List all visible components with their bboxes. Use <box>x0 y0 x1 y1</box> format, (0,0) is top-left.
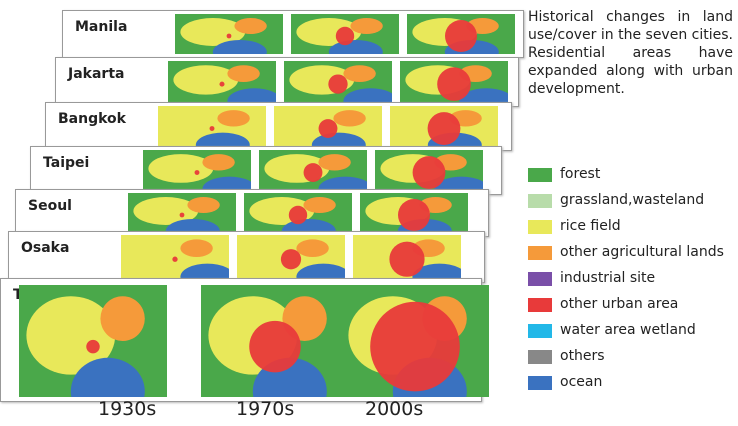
agri <box>187 197 219 213</box>
urban <box>219 82 224 87</box>
city-name: Jakarta <box>68 66 124 82</box>
fields <box>173 65 238 94</box>
legend-label: other urban area <box>560 296 678 312</box>
agri <box>333 110 365 126</box>
agri <box>350 18 382 34</box>
city-card: Osaka <box>8 231 485 283</box>
urban <box>281 249 301 269</box>
city-card: Bangkok <box>45 102 512 151</box>
urban <box>328 74 347 93</box>
urban <box>195 170 200 175</box>
urban <box>289 206 307 224</box>
urban <box>437 67 471 101</box>
map-panel <box>407 14 515 54</box>
legend-swatch <box>528 298 552 312</box>
city-name: Seoul <box>28 198 72 214</box>
legend-label: rice field <box>560 218 621 234</box>
city-card: Manila <box>62 10 524 58</box>
city-name: Bangkok <box>58 111 126 127</box>
agri <box>202 154 234 170</box>
legend-swatch <box>528 272 552 286</box>
map-panel <box>375 150 483 191</box>
map-panel <box>19 285 167 397</box>
map-panel <box>175 14 283 54</box>
legend-swatch <box>528 350 552 364</box>
period-label: 1970s <box>236 398 294 420</box>
map-panel <box>390 106 498 147</box>
legend-label: water area wetland <box>560 322 696 338</box>
urban <box>172 257 177 262</box>
map-panel <box>284 61 392 103</box>
urban <box>304 163 323 182</box>
urban <box>370 302 460 392</box>
map-panel <box>259 150 367 191</box>
map-panel <box>291 14 399 54</box>
urban <box>398 199 430 231</box>
legend-swatch <box>528 194 552 208</box>
city-name: Osaka <box>21 240 69 256</box>
urban <box>180 213 185 218</box>
legend-swatch <box>528 376 552 390</box>
urban <box>249 321 301 373</box>
map-panel <box>353 235 461 279</box>
urban <box>389 242 424 277</box>
agri <box>303 197 335 213</box>
urban <box>445 20 477 52</box>
legend-label: other agricultural lands <box>560 244 724 260</box>
map-panel <box>128 193 236 233</box>
legend-swatch <box>528 324 552 338</box>
fields <box>148 154 213 183</box>
urban <box>319 119 338 138</box>
urban <box>227 34 232 39</box>
page: Manila Jakarta Bangkok Taipei Seoul Osaka Toky… <box>0 0 738 426</box>
legend-label: industrial site <box>560 270 655 286</box>
urban <box>336 27 354 45</box>
period-label: 2000s <box>365 398 423 420</box>
map-panel <box>274 106 382 147</box>
map-panel <box>201 285 349 397</box>
legend-label: grassland,wasteland <box>560 192 704 208</box>
urban <box>428 112 461 145</box>
fields <box>126 239 191 270</box>
agri <box>234 18 266 34</box>
map-panel <box>143 150 251 191</box>
map-panel <box>158 106 266 147</box>
agri <box>217 110 249 126</box>
city-card: Seoul <box>15 189 489 237</box>
legend-swatch <box>528 220 552 234</box>
agri <box>227 65 259 82</box>
period-label: 1930s <box>98 398 156 420</box>
map-panel <box>244 193 352 233</box>
urban <box>210 126 215 131</box>
city-card: Jakarta <box>55 57 519 107</box>
legend-label: others <box>560 348 605 364</box>
city-name: Manila <box>75 19 127 35</box>
caption: Historical changes in land use/cover in … <box>528 8 733 98</box>
agri <box>180 239 212 257</box>
legend-swatch <box>528 168 552 182</box>
urban <box>86 340 99 353</box>
map-panel <box>341 285 489 397</box>
city-card: Tokyo <box>0 278 482 402</box>
agri <box>296 239 328 257</box>
city-card: Taipei <box>30 146 502 195</box>
map-panel <box>360 193 468 233</box>
agri <box>343 65 375 82</box>
map-panel <box>168 61 276 103</box>
map-panel <box>237 235 345 279</box>
agri <box>318 154 350 170</box>
map-panel <box>121 235 229 279</box>
city-name: Taipei <box>43 155 89 171</box>
legend-label: ocean <box>560 374 602 390</box>
urban <box>413 156 446 189</box>
legend-swatch <box>528 246 552 260</box>
legend-label: forest <box>560 166 600 182</box>
agri <box>100 296 144 341</box>
map-panel <box>400 61 508 103</box>
